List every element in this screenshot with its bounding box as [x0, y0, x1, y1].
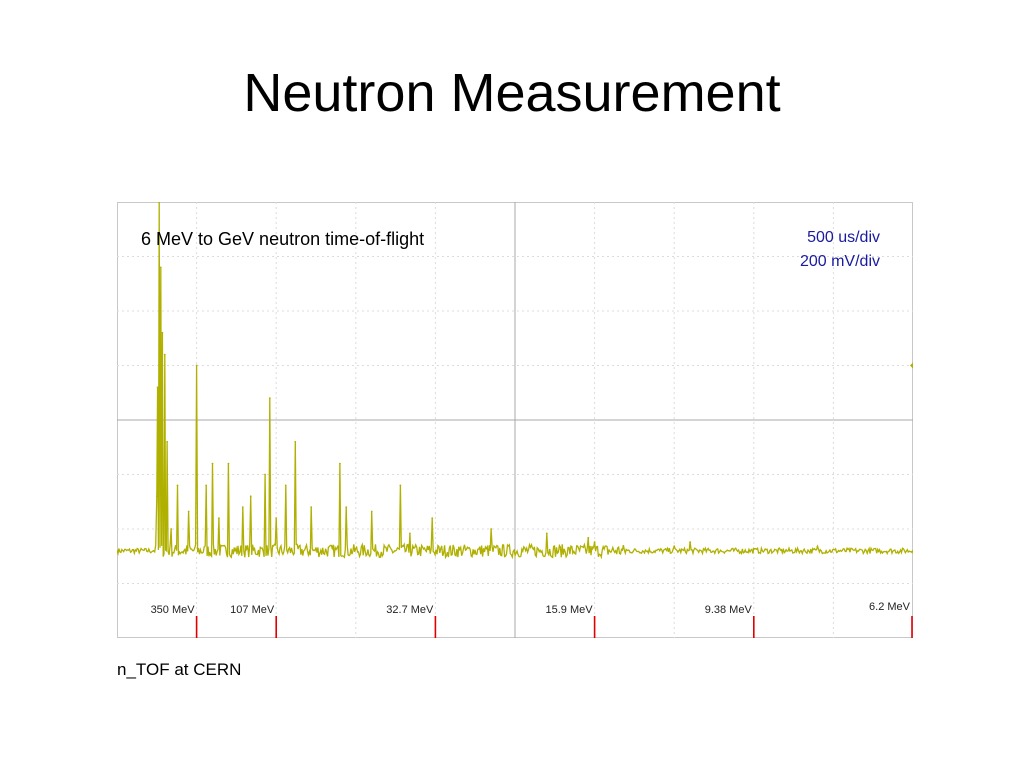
- trace-point: [275, 517, 278, 519]
- trace-point: [431, 517, 434, 519]
- trace-point: [159, 266, 162, 269]
- plot-grid: [117, 202, 913, 638]
- trace-point: [399, 484, 402, 487]
- energy-marker-label: 350 MeV: [151, 604, 196, 616]
- trace-point: [912, 549, 913, 552]
- trace-point: [170, 528, 173, 530]
- energy-marker-label: 9.38 MeV: [705, 604, 753, 616]
- trace-point: [338, 462, 341, 465]
- trace-point: [593, 541, 596, 543]
- trace-point: [345, 506, 348, 509]
- energy-marker-label: 32.7 MeV: [386, 604, 434, 616]
- trace-point: [195, 364, 198, 367]
- oscilloscope-plot: 350 MeV 107 MeV 32.7 MeV 15.9 MeV 9.38 MeV 6.…: [117, 202, 913, 638]
- trace-point: [249, 495, 252, 498]
- slide-title: Neutron Measurement: [243, 63, 781, 123]
- signal-trace: [117, 202, 913, 560]
- trace-point: [211, 462, 214, 465]
- trigger-level-marker: [910, 362, 913, 369]
- energy-markers: 350 MeV 107 MeV 32.7 MeV 15.9 MeV 9.38 MeV 6.…: [151, 601, 913, 638]
- trace-point: [205, 484, 208, 487]
- trace-caption: 6 MeV to GeV neutron time-of-flight: [141, 229, 425, 249]
- trace-point: [117, 549, 118, 552]
- trace-line: [117, 202, 913, 560]
- trace-point: [241, 506, 244, 509]
- trace-point: [310, 506, 313, 509]
- energy-marker-label: 107 MeV: [230, 604, 275, 616]
- energy-marker-label: 15.9 MeV: [546, 604, 594, 616]
- trace-point: [156, 386, 159, 389]
- trace-point: [187, 510, 190, 513]
- trace-point: [545, 532, 548, 535]
- source-caption: n_TOF at CERN: [117, 660, 242, 679]
- trace-point: [752, 547, 755, 550]
- trace-point: [370, 510, 373, 513]
- trace-point: [155, 495, 158, 498]
- trace-point: [163, 353, 166, 356]
- trace-point: [152, 549, 155, 552]
- trace-point: [673, 545, 676, 548]
- trace-point: [490, 528, 493, 530]
- trace-point: [294, 440, 297, 443]
- voltage-scale-label: 200 mV/div: [799, 253, 880, 270]
- trace-point: [816, 545, 819, 548]
- energy-marker-label: 6.2 MeV: [869, 601, 911, 613]
- trace-point: [158, 202, 161, 203]
- trace-point: [227, 462, 230, 465]
- trace-point: [268, 397, 271, 400]
- trace-point: [264, 473, 266, 476]
- trace-point: [217, 517, 220, 519]
- trace-point: [166, 440, 169, 443]
- time-scale-label: 500 us/div: [807, 229, 880, 246]
- trace-point: [587, 536, 590, 539]
- trace-point: [409, 532, 411, 535]
- trace-point: [176, 484, 179, 487]
- trace-point: [284, 484, 287, 487]
- trace-point: [689, 541, 692, 543]
- trace-point: [161, 331, 164, 334]
